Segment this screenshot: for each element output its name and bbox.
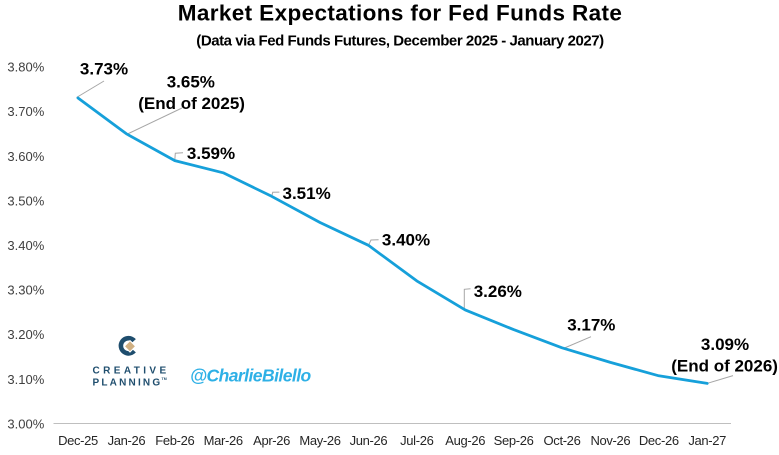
- svg-text:3.51%: 3.51%: [282, 184, 330, 203]
- svg-text:Mar-26: Mar-26: [204, 433, 243, 448]
- svg-text:3.30%: 3.30%: [7, 283, 44, 298]
- svg-text:3.59%: 3.59%: [187, 144, 235, 163]
- svg-text:Jan-27: Jan-27: [688, 433, 726, 448]
- svg-text:3.10%: 3.10%: [7, 372, 44, 387]
- svg-text:Feb-26: Feb-26: [155, 433, 194, 448]
- svg-text:Apr-26: Apr-26: [253, 433, 290, 448]
- svg-text:Jan-26: Jan-26: [108, 433, 146, 448]
- svg-text:3.09%: 3.09%: [701, 335, 749, 354]
- svg-text:(End of 2025): (End of 2025): [138, 94, 245, 113]
- svg-text:3.00%: 3.00%: [7, 416, 44, 431]
- svg-text:3.20%: 3.20%: [7, 327, 44, 342]
- svg-text:(Data via Fed Funds Futures, D: (Data via Fed Funds Futures, December 20…: [196, 32, 604, 49]
- svg-text:Aug-26: Aug-26: [445, 433, 485, 448]
- svg-text:Jul-26: Jul-26: [400, 433, 433, 448]
- svg-text:Jun-26: Jun-26: [350, 433, 388, 448]
- svg-text:Dec-25: Dec-25: [58, 433, 98, 448]
- svg-text:3.26%: 3.26%: [474, 282, 522, 301]
- svg-text:3.60%: 3.60%: [7, 149, 44, 164]
- svg-text:3.70%: 3.70%: [7, 104, 44, 119]
- svg-text:Sep-26: Sep-26: [494, 433, 534, 448]
- svg-text:May-26: May-26: [299, 433, 340, 448]
- svg-text:3.73%: 3.73%: [80, 59, 128, 78]
- svg-text:PLANNING: PLANNING: [93, 377, 163, 388]
- svg-text:Oct-26: Oct-26: [544, 433, 581, 448]
- svg-text:3.40%: 3.40%: [7, 238, 44, 253]
- svg-text:3.50%: 3.50%: [7, 193, 44, 208]
- svg-text:Nov-26: Nov-26: [590, 433, 630, 448]
- svg-text:3.80%: 3.80%: [7, 60, 44, 75]
- svg-text:3.17%: 3.17%: [567, 316, 615, 335]
- svg-text:Market Expectations for Fed Fu: Market Expectations for Fed Funds Rate: [178, 1, 623, 26]
- svg-text:3.40%: 3.40%: [382, 231, 430, 250]
- svg-text:(End of 2026): (End of 2026): [671, 356, 778, 375]
- svg-text:Dec-26: Dec-26: [639, 433, 679, 448]
- svg-text:3.65%: 3.65%: [167, 73, 215, 92]
- svg-text:@CharlieBilello: @CharlieBilello: [190, 366, 312, 386]
- svg-text:CREATIVE: CREATIVE: [93, 365, 170, 376]
- svg-text:TM: TM: [162, 377, 167, 381]
